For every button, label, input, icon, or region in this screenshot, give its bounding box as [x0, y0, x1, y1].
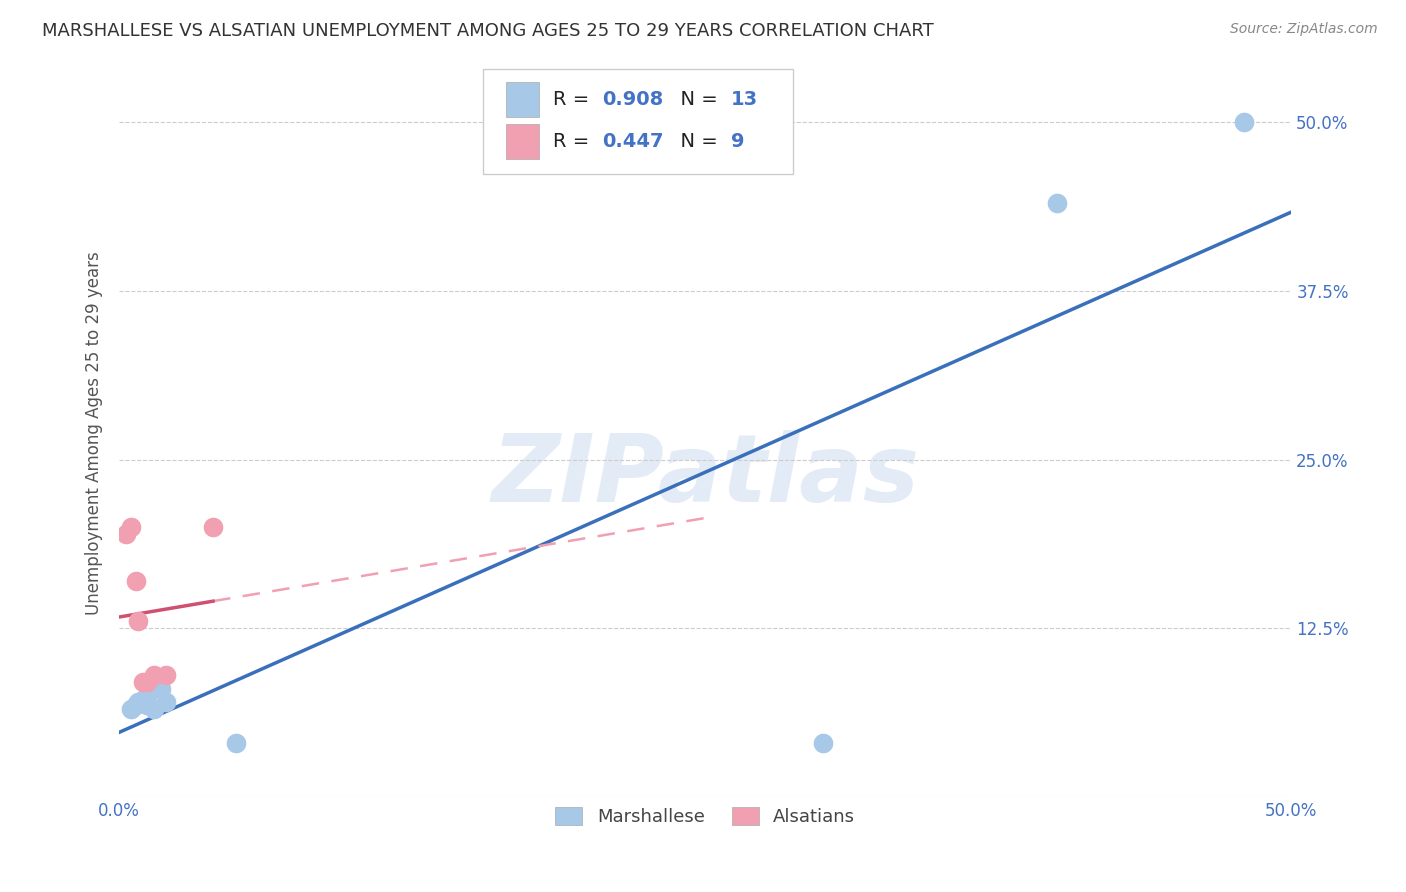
Text: Source: ZipAtlas.com: Source: ZipAtlas.com	[1230, 22, 1378, 37]
Point	[811, 736, 834, 750]
Point	[136, 698, 159, 712]
Point	[150, 681, 173, 696]
Text: N =: N =	[668, 132, 724, 151]
Point	[136, 675, 159, 690]
Text: N =: N =	[668, 90, 724, 110]
Point	[136, 689, 159, 703]
Legend: Marshallese, Alsatians: Marshallese, Alsatians	[547, 797, 865, 835]
Text: MARSHALLESE VS ALSATIAN UNEMPLOYMENT AMONG AGES 25 TO 29 YEARS CORRELATION CHART: MARSHALLESE VS ALSATIAN UNEMPLOYMENT AMO…	[42, 22, 934, 40]
FancyBboxPatch shape	[506, 82, 538, 118]
Point	[127, 615, 149, 629]
Point	[115, 526, 138, 541]
Point	[143, 668, 166, 682]
Point	[120, 520, 142, 534]
Point	[132, 675, 155, 690]
FancyBboxPatch shape	[482, 69, 793, 174]
Text: R =: R =	[553, 132, 595, 151]
Point	[127, 695, 149, 709]
Point	[202, 520, 225, 534]
Point	[125, 574, 148, 588]
Text: R =: R =	[553, 90, 595, 110]
Text: 9: 9	[731, 132, 745, 151]
FancyBboxPatch shape	[506, 124, 538, 159]
Point	[1046, 196, 1069, 211]
Point	[125, 698, 148, 712]
Point	[155, 695, 177, 709]
Text: ZIPatlas: ZIPatlas	[491, 430, 920, 523]
Point	[155, 668, 177, 682]
Point	[1233, 115, 1256, 129]
Text: 0.908: 0.908	[602, 90, 664, 110]
Point	[143, 702, 166, 716]
Point	[132, 692, 155, 706]
Y-axis label: Unemployment Among Ages 25 to 29 years: Unemployment Among Ages 25 to 29 years	[86, 251, 103, 615]
Text: 13: 13	[731, 90, 758, 110]
Point	[120, 702, 142, 716]
Text: 0.447: 0.447	[602, 132, 664, 151]
Point	[225, 736, 247, 750]
